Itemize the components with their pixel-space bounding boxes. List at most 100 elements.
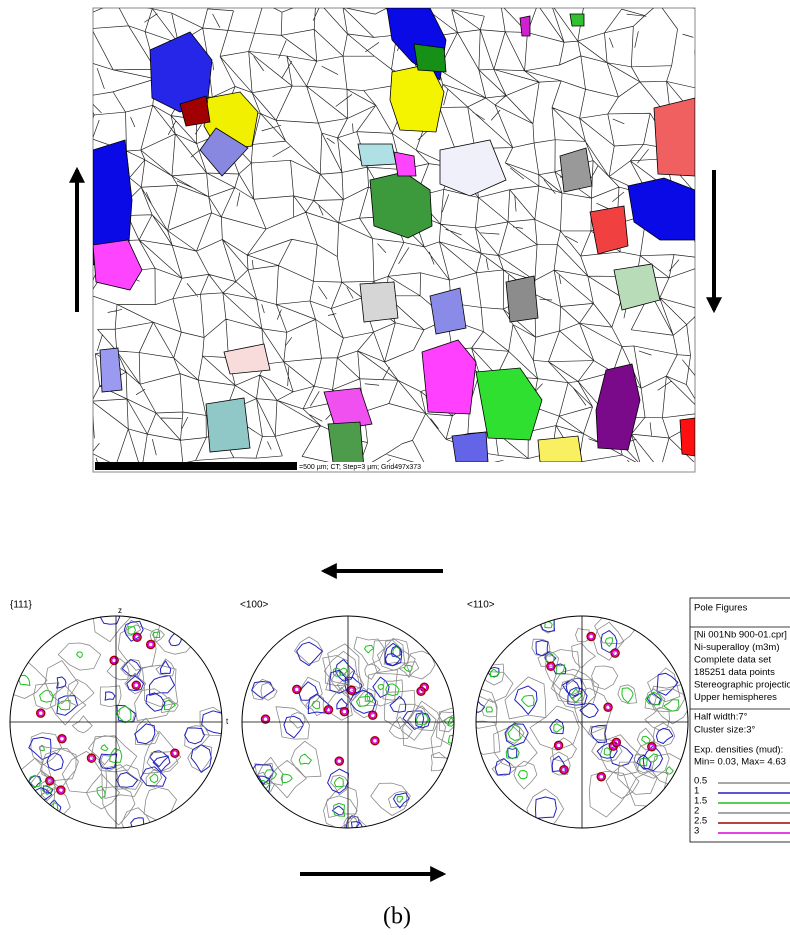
grain [475, 367, 543, 441]
peak [369, 711, 377, 719]
grain [359, 281, 399, 323]
contour [149, 628, 165, 642]
contour [605, 765, 640, 799]
legend-text: Exp. densities (mud): [694, 745, 783, 756]
contour [290, 740, 322, 778]
peak [260, 714, 271, 724]
contour [416, 712, 430, 725]
peak [341, 708, 348, 715]
peak [131, 680, 142, 691]
contour [493, 725, 538, 768]
contour [388, 791, 408, 808]
contours [10, 616, 222, 828]
contour [549, 718, 565, 735]
legend-text: Upper hemispheres [694, 692, 777, 703]
contour [145, 692, 166, 712]
contour [116, 772, 139, 788]
peak [35, 708, 46, 718]
peak [604, 704, 612, 711]
grain [327, 421, 364, 462]
contour [529, 705, 580, 751]
contour [260, 682, 278, 701]
scale-bar [95, 462, 297, 470]
contour [603, 747, 611, 756]
contour [414, 712, 431, 729]
contour [531, 638, 551, 657]
contour [594, 616, 639, 645]
contour [127, 626, 136, 635]
peak [611, 737, 622, 748]
peak [57, 733, 67, 744]
peak [292, 684, 302, 695]
peak [336, 757, 343, 765]
contour [251, 681, 275, 699]
contour [384, 690, 416, 729]
contour [505, 745, 520, 759]
contour [280, 773, 293, 784]
contour [134, 688, 174, 721]
contour [507, 724, 521, 742]
contour [149, 675, 175, 696]
peak [170, 748, 180, 759]
contour [38, 744, 45, 752]
grain [627, 177, 695, 241]
legend-level: 2.5 [694, 816, 707, 827]
peak [611, 649, 619, 657]
peak [348, 686, 355, 694]
contour [33, 682, 60, 710]
contour [665, 766, 674, 775]
contour [146, 751, 179, 773]
peak [88, 754, 95, 762]
contour [438, 711, 454, 733]
pf-label: <100> [240, 600, 269, 611]
grain [93, 239, 143, 291]
grain [613, 263, 661, 311]
peak [647, 741, 657, 752]
contour [161, 697, 179, 713]
contour [653, 722, 676, 747]
grain [93, 139, 133, 266]
contour [124, 672, 147, 695]
contour [609, 744, 634, 767]
peak [46, 777, 54, 785]
contour [591, 665, 619, 690]
contour [155, 658, 175, 677]
grain [357, 143, 397, 167]
contour [389, 695, 407, 713]
grain [179, 95, 211, 127]
contour [39, 748, 77, 789]
peak [58, 735, 66, 742]
peak [586, 631, 596, 642]
contour [115, 764, 142, 790]
contour [275, 706, 310, 740]
contour [190, 744, 212, 773]
grain [199, 127, 249, 177]
contour [356, 695, 371, 707]
grain [451, 431, 489, 462]
contour [396, 795, 404, 803]
pf-label: <110> [467, 600, 495, 611]
grain [595, 363, 641, 451]
contour [647, 753, 658, 763]
contour [155, 624, 197, 655]
grain [429, 287, 467, 335]
legend: Pole Figures [Ni 001Nb 900-01.cpr]Ni-sup… [689, 597, 790, 843]
contour [364, 644, 375, 654]
contour [104, 764, 143, 799]
contour [56, 676, 67, 689]
contour [283, 715, 304, 739]
peak [555, 742, 562, 749]
contour [125, 620, 141, 636]
contour [494, 758, 512, 776]
orientation-map: =500 µm; CT; Step=3 µm; Grid497x373 [92, 7, 696, 473]
peak [547, 663, 555, 670]
grain [537, 435, 583, 462]
contour [552, 668, 600, 705]
peak [598, 773, 605, 780]
contour [117, 624, 157, 671]
contour [143, 787, 177, 822]
peak [133, 634, 141, 641]
legend-text: Ni-superalloy (m3m) [694, 642, 780, 653]
contour [330, 774, 349, 796]
peak [109, 655, 119, 666]
